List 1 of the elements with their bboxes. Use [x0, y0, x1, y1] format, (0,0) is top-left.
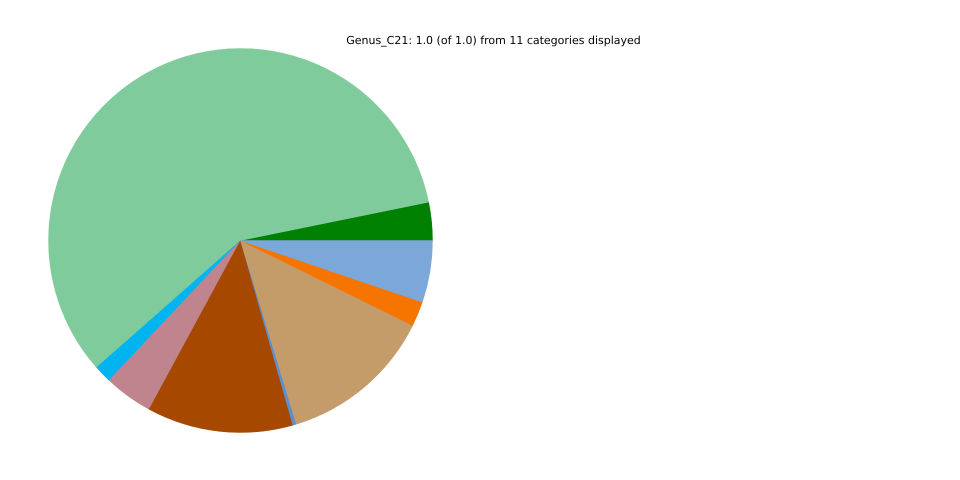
text: Genus_C21: 1.0 (of 1.0) from 11 categories displayed	[346, 34, 641, 47]
